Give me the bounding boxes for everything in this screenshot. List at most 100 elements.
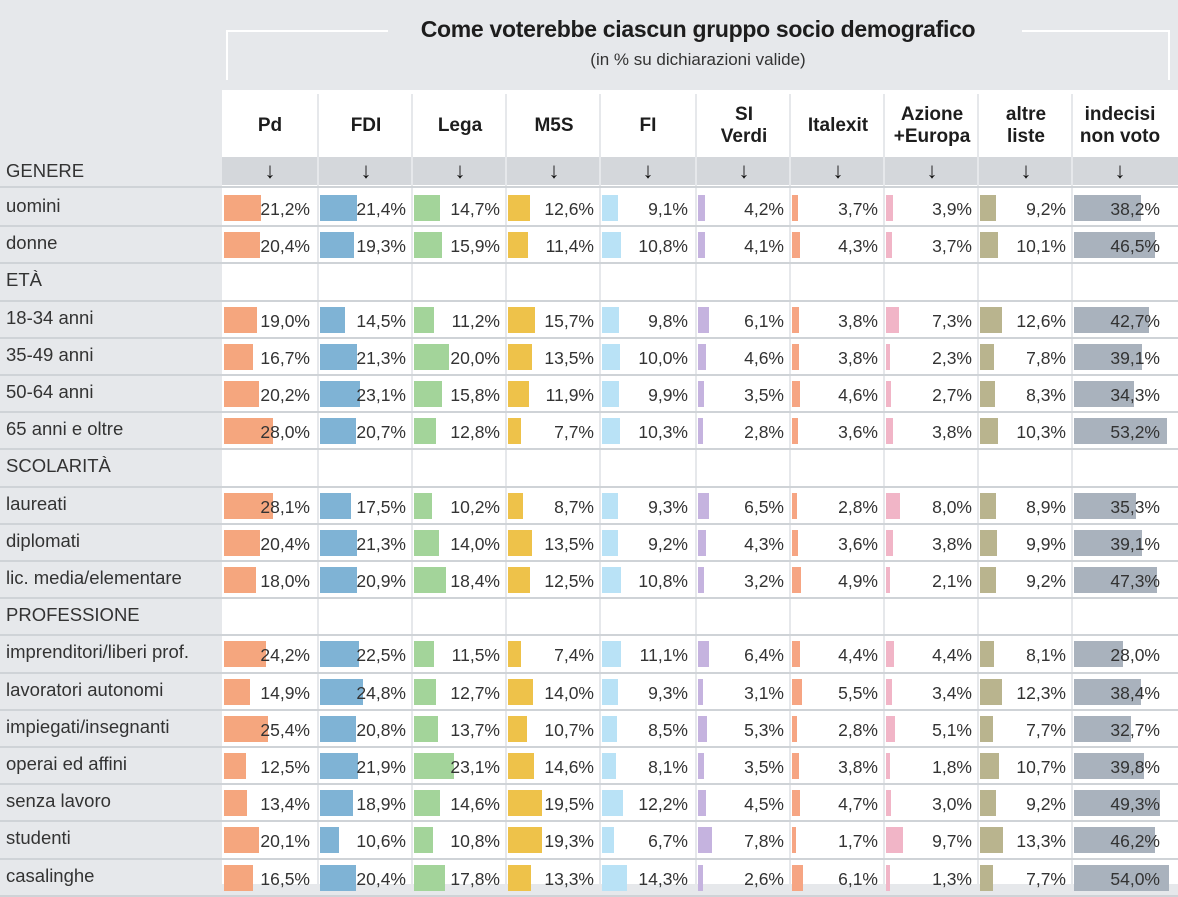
value-label: 15,8% bbox=[450, 385, 500, 405]
row-separator bbox=[0, 336, 1178, 339]
value-label: 2,8% bbox=[744, 422, 784, 443]
value-label: 10,8% bbox=[450, 831, 500, 852]
value-bar bbox=[320, 790, 354, 817]
value-label: 21,3% bbox=[356, 533, 406, 554]
value-label: 54,0% bbox=[1110, 868, 1160, 889]
value-label: 11,9% bbox=[545, 385, 594, 405]
table-cell: 17,5% bbox=[320, 488, 412, 522]
table-cell: 2,3% bbox=[886, 339, 978, 373]
value-bar bbox=[320, 567, 357, 593]
table-cell: 35,3% bbox=[1074, 488, 1166, 522]
value-label: 34,3% bbox=[1110, 385, 1160, 405]
value-label: 14,9% bbox=[260, 682, 310, 703]
value-bar bbox=[698, 418, 703, 445]
value-bar bbox=[602, 715, 617, 742]
column-header: Lega bbox=[437, 115, 483, 136]
table-cell: 23,1% bbox=[320, 376, 412, 410]
table-cell: 3,7% bbox=[792, 190, 884, 224]
column-separator bbox=[695, 94, 697, 884]
table-cell: 10,6% bbox=[320, 822, 412, 856]
value-bar bbox=[1074, 567, 1157, 593]
value-label: 9,7% bbox=[932, 831, 972, 852]
table-cell: 9,9% bbox=[602, 376, 694, 410]
value-label: 15,9% bbox=[450, 236, 500, 257]
value-label: 15,7% bbox=[544, 310, 594, 331]
value-label: 3,4% bbox=[932, 682, 972, 703]
value-bar bbox=[414, 567, 447, 593]
value-bar bbox=[1074, 306, 1149, 333]
value-label: 9,9% bbox=[1026, 533, 1066, 554]
column-header: Italexit bbox=[807, 115, 869, 136]
table-cell: 7,3% bbox=[886, 302, 978, 336]
value-bar bbox=[224, 418, 273, 445]
value-label: 2,7% bbox=[932, 385, 972, 405]
value-bar bbox=[602, 827, 614, 854]
table-cell: 18,0% bbox=[224, 562, 316, 596]
value-bar bbox=[886, 492, 900, 519]
value-label: 9,9% bbox=[648, 385, 688, 405]
value-bar bbox=[224, 864, 253, 891]
value-label: 8,3% bbox=[1026, 385, 1066, 405]
value-label: 47,3% bbox=[1110, 571, 1160, 591]
column-separator bbox=[317, 94, 319, 884]
value-bar bbox=[980, 306, 1003, 333]
value-label: 5,3% bbox=[744, 719, 784, 740]
value-bar bbox=[698, 678, 704, 705]
value-label: 7,8% bbox=[1026, 347, 1066, 368]
table-cell: 5,5% bbox=[792, 674, 884, 708]
table-cell: 9,9% bbox=[980, 525, 1072, 559]
value-label: 3,6% bbox=[838, 533, 878, 554]
value-bar bbox=[602, 753, 617, 779]
value-label: 17,5% bbox=[356, 496, 406, 517]
value-label: 1,3% bbox=[932, 868, 972, 889]
row-separator bbox=[0, 522, 1178, 525]
value-bar bbox=[792, 567, 801, 593]
table-cell: 39,1% bbox=[1074, 525, 1166, 559]
value-bar bbox=[602, 790, 624, 817]
value-bar bbox=[792, 827, 796, 854]
value-bar bbox=[792, 492, 797, 519]
table-cell: 19,0% bbox=[224, 302, 316, 336]
value-label: 3,8% bbox=[932, 422, 972, 443]
value-bar bbox=[980, 492, 996, 519]
value-bar bbox=[698, 753, 705, 779]
table-cell: 2,7% bbox=[886, 376, 978, 410]
table-cell: 10,1% bbox=[980, 227, 1072, 261]
row-label: operai ed affini bbox=[6, 753, 128, 774]
row-separator bbox=[0, 597, 1178, 600]
value-label: 12,5% bbox=[544, 571, 594, 591]
value-bar bbox=[792, 641, 800, 668]
table-cell: 4,3% bbox=[698, 525, 790, 559]
table-cell: 6,1% bbox=[792, 860, 884, 894]
table-cell: 18,4% bbox=[414, 562, 506, 596]
value-label: 13,5% bbox=[544, 533, 594, 554]
value-label: 16,5% bbox=[260, 868, 310, 889]
table-cell: 8,7% bbox=[508, 488, 600, 522]
table-cell: 13,5% bbox=[508, 525, 600, 559]
row-separator bbox=[0, 374, 1178, 376]
value-label: 3,6% bbox=[838, 422, 878, 443]
value-bar bbox=[508, 418, 522, 445]
value-label: 7,7% bbox=[1026, 868, 1066, 889]
value-label: 4,3% bbox=[838, 236, 878, 257]
value-label: 11,5% bbox=[451, 645, 500, 666]
table-cell: 11,1% bbox=[602, 636, 694, 670]
table-cell: 10,3% bbox=[602, 413, 694, 447]
value-label: 4,2% bbox=[744, 199, 784, 219]
row-separator bbox=[0, 448, 1178, 451]
value-bar bbox=[980, 418, 999, 445]
value-label: 7,4% bbox=[554, 645, 594, 666]
table-cell: 3,8% bbox=[792, 339, 884, 373]
table-cell: 8,1% bbox=[602, 748, 694, 782]
table-cell: 3,8% bbox=[886, 413, 978, 447]
value-bar bbox=[224, 678, 251, 705]
value-label: 20,9% bbox=[356, 571, 406, 591]
value-bar bbox=[602, 306, 620, 333]
value-label: 8,5% bbox=[648, 719, 688, 740]
row-separator bbox=[0, 411, 1178, 414]
value-label: 3,7% bbox=[932, 236, 972, 257]
value-bar bbox=[508, 864, 532, 891]
table-cell: 5,1% bbox=[886, 711, 978, 745]
table-cell: 24,8% bbox=[320, 674, 412, 708]
table-cell: 7,4% bbox=[508, 636, 600, 670]
